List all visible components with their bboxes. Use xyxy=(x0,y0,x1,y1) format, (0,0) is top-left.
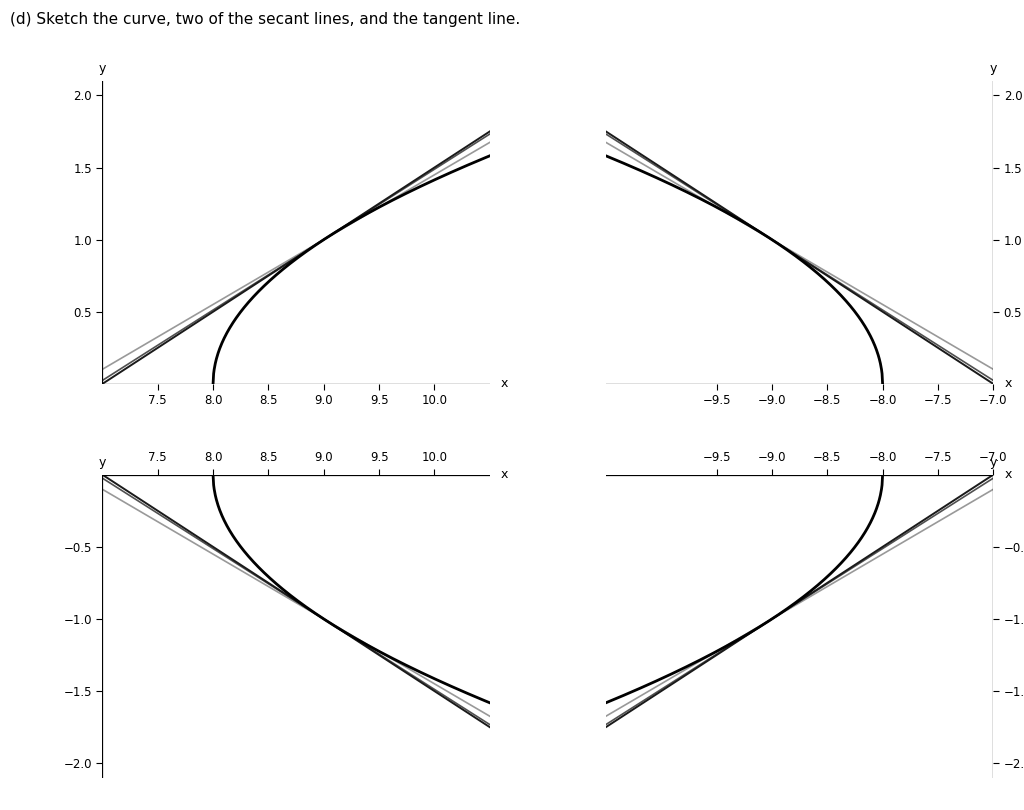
Text: x: x xyxy=(501,468,508,481)
Text: y: y xyxy=(98,456,106,469)
Text: y: y xyxy=(989,456,997,469)
Text: x: x xyxy=(1005,377,1012,390)
Text: (d) Sketch the curve, two of the secant lines, and the tangent line.: (d) Sketch the curve, two of the secant … xyxy=(10,12,520,28)
Text: y: y xyxy=(989,62,997,75)
Text: y: y xyxy=(98,62,106,75)
Text: x: x xyxy=(501,377,508,390)
Text: x: x xyxy=(1005,468,1012,481)
